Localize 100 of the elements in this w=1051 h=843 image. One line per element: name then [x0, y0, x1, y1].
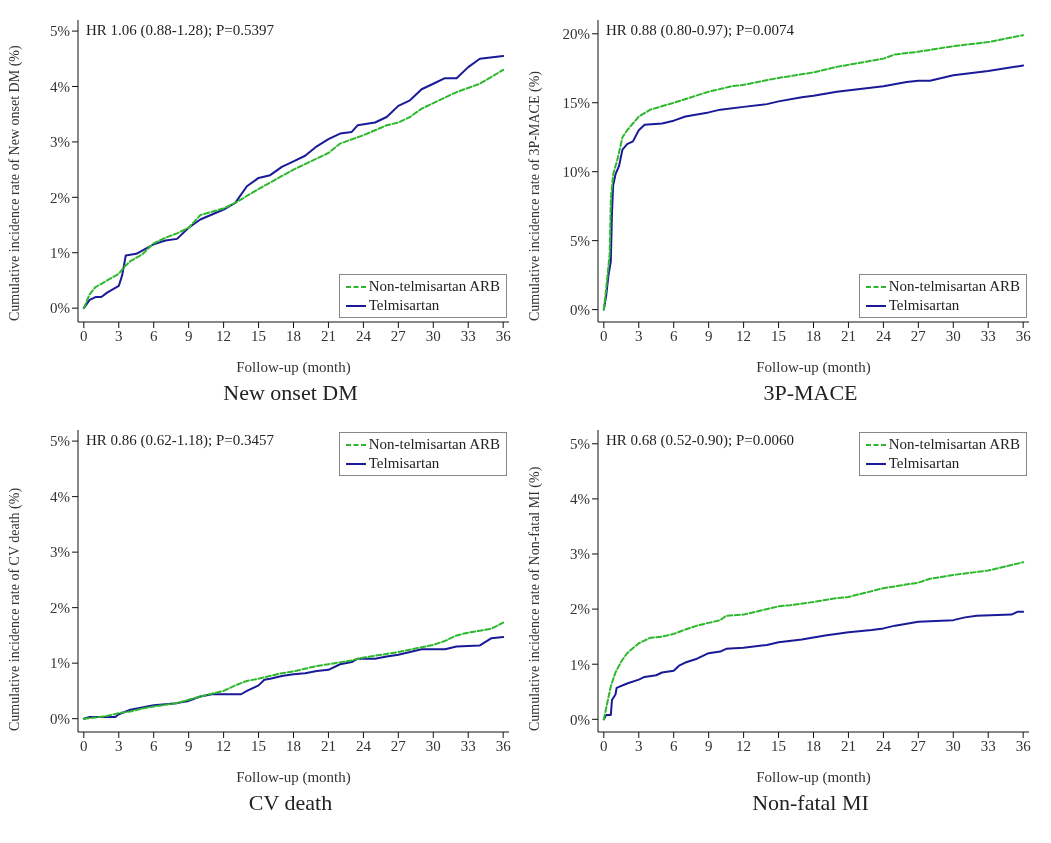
x-tick-label: 18 [286, 737, 301, 754]
y-tick-label: 5% [50, 23, 70, 40]
text: New onset DM [222, 380, 359, 407]
x-tick-label: 36 [495, 737, 512, 754]
y-tick-label: 15% [562, 95, 590, 112]
x-tick-label: 12 [736, 737, 752, 754]
legend-label: Telmisartan [368, 296, 440, 315]
x-axis-title: Follow-up (month) [756, 769, 871, 786]
annotation: HR 0.86 (0.62-1.18); P=0.3457 [86, 432, 275, 449]
y-tick-label: 0% [570, 711, 590, 728]
y-tick-label: 10% [562, 164, 590, 181]
x-axis-title: Follow-up (month) [756, 359, 871, 376]
text: 3P-MACE [762, 380, 859, 407]
y-tick-label: 3% [50, 544, 70, 561]
y-tick-label: 2% [570, 601, 590, 618]
x-tick-label: 36 [1015, 737, 1032, 754]
y-tick-label: 5% [570, 232, 590, 249]
x-tick-label: 27 [910, 327, 927, 344]
line-series [82, 621, 505, 720]
x-tick-label: 9 [704, 327, 713, 344]
x-tick-label: 21 [320, 737, 336, 754]
x-tick-label: 18 [806, 737, 821, 754]
y-tick-label: 5% [50, 433, 70, 450]
x-tick-label: 30 [425, 737, 441, 754]
x-tick-label: 21 [840, 327, 856, 344]
legend-label: Non-telmisartan ARB [368, 435, 500, 454]
y-tick-label: 2% [50, 599, 70, 616]
x-tick-label: 18 [286, 327, 301, 344]
x-tick-label: 12 [216, 737, 232, 754]
y-tick-label: 0% [50, 711, 70, 727]
x-tick-label: 24 [355, 737, 372, 754]
x-tick-label: 24 [875, 737, 892, 754]
x-tick-label: 3 [115, 327, 123, 344]
x-tick-label: 27 [910, 737, 927, 754]
x-tick-label: 12 [736, 327, 752, 344]
y-axis-title: Cumulative incidence rate of Non-fatal MI (%) [526, 466, 543, 731]
y-tick-label: 0% [570, 301, 590, 318]
y-tick-label: 1% [570, 656, 590, 673]
text: Non-fatal MI [751, 790, 870, 817]
line-series [602, 561, 1025, 721]
x-axis-title: Follow-up (month) [236, 769, 351, 786]
x-tick-label: 9 [184, 327, 193, 344]
x-tick-label: 33 [460, 737, 476, 754]
x-tick-label: 12 [216, 327, 232, 344]
x-tick-label: 30 [945, 327, 961, 344]
y-tick-label: 4% [50, 488, 70, 505]
x-tick-label: 36 [495, 327, 512, 344]
x-tick-label: 33 [460, 327, 476, 344]
x-tick-label: 30 [425, 327, 441, 344]
y-tick-label: 2% [50, 189, 70, 206]
x-tick-label: 15 [771, 737, 787, 754]
y-tick-label: 0% [50, 300, 70, 317]
y-tick-label: 3% [570, 546, 590, 563]
y-axis-title: Cumulative incidence rate of New onset DM (%) [6, 45, 23, 321]
x-tick-label: 6 [149, 327, 158, 344]
x-tick-label: 15 [251, 327, 267, 344]
legend-label: Non-telmisartan ARB [368, 277, 500, 296]
annotation: HR 0.88 (0.80-0.97); P=0.0074 [606, 22, 795, 39]
annotation: HR 1.06 (0.88-1.28); P=0.5397 [86, 22, 275, 39]
x-tick-label: 6 [669, 737, 678, 754]
x-tick-label: 15 [771, 327, 787, 344]
x-tick-label: 27 [390, 737, 407, 754]
x-tick-label: 9 [184, 737, 193, 754]
y-tick-label: 3% [50, 134, 70, 151]
x-tick-label: 3 [635, 327, 643, 344]
x-tick-label: 0 [80, 737, 88, 754]
x-tick-label: 15 [251, 737, 267, 754]
y-tick-label: 1% [50, 245, 70, 262]
y-axis-title: Cumulative incidence rate of CV death (%) [6, 487, 23, 731]
x-tick-label: 6 [669, 327, 678, 344]
x-tick-label: 3 [635, 737, 643, 754]
legend-label: Telmisartan [368, 454, 440, 473]
y-tick-label: 5% [570, 436, 590, 453]
x-tick-label: 27 [390, 327, 407, 344]
x-tick-label: 0 [600, 327, 608, 344]
x-tick-label: 24 [355, 327, 372, 344]
legend-label: Non-telmisartan ARB [888, 277, 1020, 296]
y-tick-label: 4% [570, 491, 590, 508]
legend-label: Telmisartan [888, 454, 960, 473]
legend-label: Telmisartan [888, 296, 960, 315]
x-tick-label: 33 [980, 327, 996, 344]
x-tick-label: 9 [704, 737, 713, 754]
line-series [82, 636, 505, 720]
x-axis-title: Follow-up (month) [236, 359, 351, 376]
text: CV death [247, 790, 334, 817]
x-tick-label: 30 [945, 737, 961, 754]
x-tick-label: 0 [80, 327, 88, 344]
line-series [602, 610, 1025, 721]
x-tick-label: 6 [149, 737, 158, 754]
x-tick-label: 3 [115, 737, 123, 754]
x-tick-label: 24 [875, 327, 892, 344]
x-tick-label: 36 [1015, 327, 1032, 344]
x-tick-label: 21 [840, 737, 856, 754]
y-axis-title: Cumulative incidence rate of 3P-MACE (%) [526, 70, 543, 321]
x-tick-label: 0 [600, 737, 608, 754]
annotation: HR 0.68 (0.52-0.90); P=0.0060 [606, 432, 795, 449]
x-tick-label: 33 [980, 737, 996, 754]
x-tick-label: 18 [806, 327, 821, 344]
legend-label: Non-telmisartan ARB [888, 435, 1020, 454]
x-tick-label: 21 [320, 327, 336, 344]
